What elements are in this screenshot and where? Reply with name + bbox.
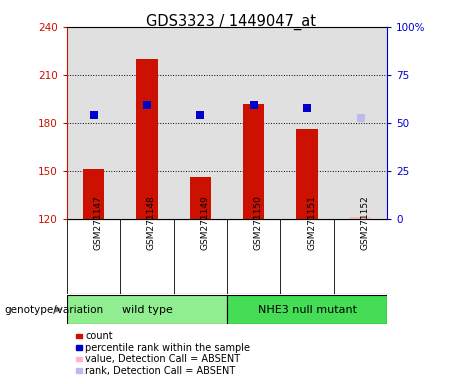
Point bbox=[250, 102, 257, 108]
Bar bbox=[189, 177, 211, 219]
Text: GSM271149: GSM271149 bbox=[201, 195, 209, 250]
Point bbox=[197, 112, 204, 118]
Text: GSM271147: GSM271147 bbox=[94, 195, 102, 250]
Text: GDS3323 / 1449047_at: GDS3323 / 1449047_at bbox=[146, 13, 315, 30]
Point bbox=[357, 115, 364, 121]
Bar bbox=[83, 169, 104, 219]
Bar bbox=[67, 295, 227, 324]
Text: percentile rank within the sample: percentile rank within the sample bbox=[85, 343, 250, 353]
Text: value, Detection Call = ABSENT: value, Detection Call = ABSENT bbox=[85, 354, 240, 364]
Text: GSM271151: GSM271151 bbox=[307, 195, 316, 250]
Point bbox=[143, 102, 151, 108]
Text: count: count bbox=[85, 331, 113, 341]
Bar bbox=[227, 295, 387, 324]
Text: GSM271152: GSM271152 bbox=[361, 195, 370, 250]
Text: rank, Detection Call = ABSENT: rank, Detection Call = ABSENT bbox=[85, 366, 236, 376]
Bar bbox=[296, 129, 318, 219]
Bar bbox=[350, 217, 371, 219]
Point bbox=[303, 105, 311, 111]
Text: GSM271148: GSM271148 bbox=[147, 195, 156, 250]
Point bbox=[90, 112, 97, 118]
Text: GSM271150: GSM271150 bbox=[254, 195, 263, 250]
Text: genotype/variation: genotype/variation bbox=[5, 305, 104, 314]
Bar bbox=[136, 59, 158, 219]
Text: NHE3 null mutant: NHE3 null mutant bbox=[258, 305, 357, 314]
Text: wild type: wild type bbox=[122, 305, 172, 314]
Bar bbox=[243, 104, 265, 219]
